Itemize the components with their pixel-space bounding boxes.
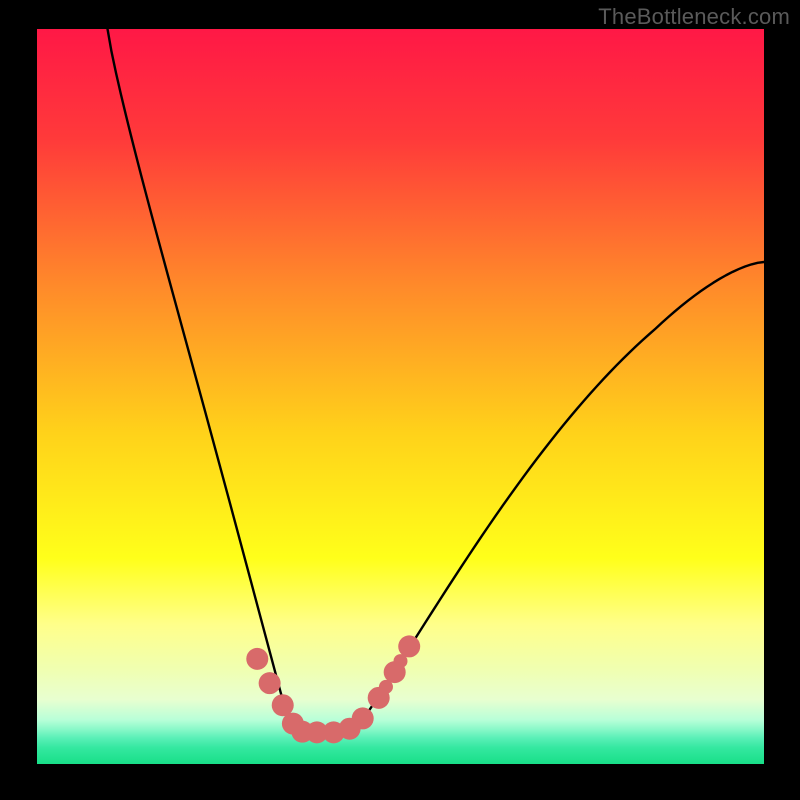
chart-frame: TheBottleneck.com bbox=[0, 0, 800, 800]
bottleneck-chart bbox=[0, 0, 800, 800]
